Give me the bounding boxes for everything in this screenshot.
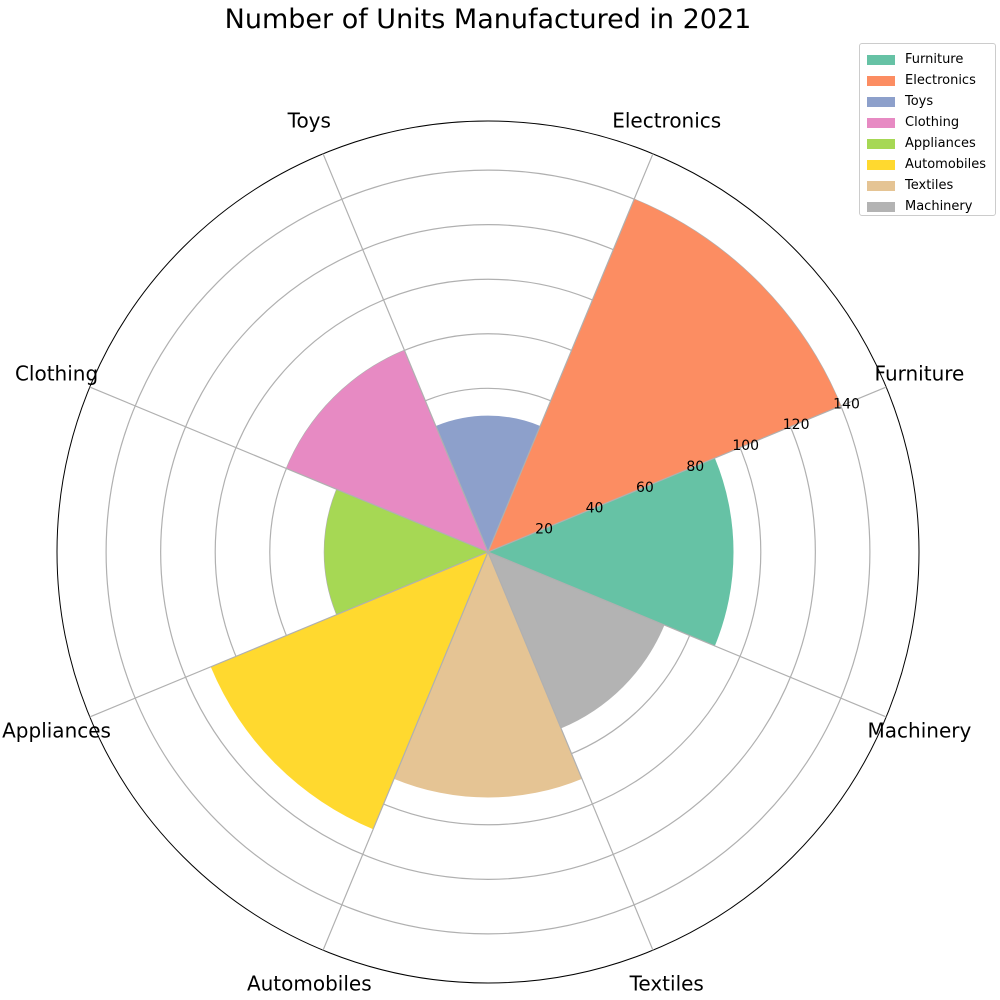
legend-label: Toys bbox=[905, 94, 934, 109]
radial-tick-label: 20 bbox=[535, 522, 553, 538]
category-label-appliances: Appliances bbox=[2, 719, 111, 743]
category-label-clothing: Clothing bbox=[15, 361, 98, 385]
radial-tick-label: 140 bbox=[833, 396, 860, 412]
legend-item-automobiles: Automobiles bbox=[867, 154, 995, 175]
legend-swatch bbox=[867, 117, 895, 128]
legend-label: Furniture bbox=[905, 52, 964, 67]
legend-item-toys: Toys bbox=[867, 91, 995, 112]
chart-title: Number of Units Manufactured in 2021 bbox=[224, 4, 752, 35]
angular-gridline bbox=[89, 386, 489, 553]
radial-tick-label: 60 bbox=[636, 480, 654, 496]
legend-item-machinery: Machinery bbox=[867, 196, 995, 217]
radial-tick-label: 100 bbox=[732, 438, 759, 454]
legend-swatch bbox=[867, 201, 895, 212]
bar-appliances bbox=[324, 489, 488, 615]
angular-gridline bbox=[487, 551, 887, 718]
legend-label: Electronics bbox=[905, 73, 976, 88]
category-labels: Furniture Electronics Toys Clothing Applianc… bbox=[2, 109, 971, 996]
bars bbox=[210, 199, 841, 830]
radial-tick-label: 40 bbox=[586, 501, 604, 517]
bar-furniture bbox=[488, 458, 734, 646]
category-label-machinery: Machinery bbox=[868, 719, 972, 743]
angular-gridline bbox=[322, 153, 489, 553]
angular-grid-lines-top bbox=[89, 153, 887, 951]
bar-electronics bbox=[488, 199, 841, 552]
bar-textiles bbox=[394, 552, 582, 798]
grid-circle-100 bbox=[214, 278, 762, 826]
legend-swatch bbox=[867, 138, 895, 149]
legend-label: Automobiles bbox=[905, 157, 987, 172]
category-label-textiles: Textiles bbox=[629, 971, 704, 995]
bar-clothing bbox=[286, 350, 488, 552]
legend-item-furniture: Furniture bbox=[867, 49, 995, 70]
legend-swatch bbox=[867, 96, 895, 107]
legend-item-electronics: Electronics bbox=[867, 70, 995, 91]
legend-swatch bbox=[867, 75, 895, 86]
legend-item-textiles: Textiles bbox=[867, 175, 995, 196]
legend-swatch bbox=[867, 54, 895, 65]
legend-label: Textiles bbox=[905, 178, 954, 193]
angular-gridline bbox=[89, 551, 489, 718]
angular-gridline bbox=[322, 551, 489, 951]
angular-gridline bbox=[487, 551, 654, 951]
category-label-furniture: Furniture bbox=[875, 361, 965, 385]
legend: Furniture Electronics Toys Clothing Applianc… bbox=[859, 43, 996, 216]
bar-toys bbox=[435, 415, 541, 552]
legend-item-appliances: Appliances bbox=[867, 133, 995, 154]
bar-automobiles bbox=[210, 552, 489, 830]
radial-tick-labels: 20 40 60 80 100 120 140 bbox=[535, 396, 860, 537]
grid-circle-140 bbox=[105, 169, 871, 935]
legend-swatch bbox=[867, 180, 895, 191]
legend-item-clothing: Clothing bbox=[867, 112, 995, 133]
angular-gridline bbox=[487, 153, 654, 553]
legend-label: Machinery bbox=[905, 199, 973, 214]
legend-swatch bbox=[867, 159, 895, 170]
radial-tick-label: 80 bbox=[686, 459, 704, 475]
bar-machinery bbox=[488, 552, 665, 729]
radial-tick-label: 120 bbox=[783, 417, 810, 433]
outer-frame bbox=[56, 120, 920, 984]
legend-label: Appliances bbox=[905, 136, 976, 151]
category-label-electronics: Electronics bbox=[612, 109, 721, 133]
angular-gridline bbox=[487, 386, 887, 553]
category-label-automobiles: Automobiles bbox=[247, 971, 372, 995]
category-label-toys: Toys bbox=[287, 109, 331, 133]
legend-label: Clothing bbox=[905, 115, 960, 130]
grid-circle-120 bbox=[160, 224, 816, 880]
